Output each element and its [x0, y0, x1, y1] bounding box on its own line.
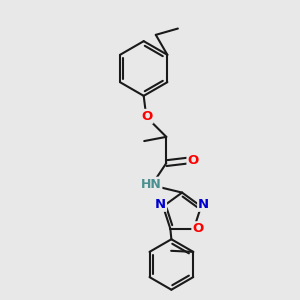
Text: O: O	[141, 110, 152, 123]
Text: N: N	[155, 198, 166, 211]
Text: O: O	[188, 154, 199, 167]
Text: HN: HN	[141, 178, 161, 191]
Text: N: N	[198, 198, 209, 211]
Text: O: O	[192, 222, 204, 235]
